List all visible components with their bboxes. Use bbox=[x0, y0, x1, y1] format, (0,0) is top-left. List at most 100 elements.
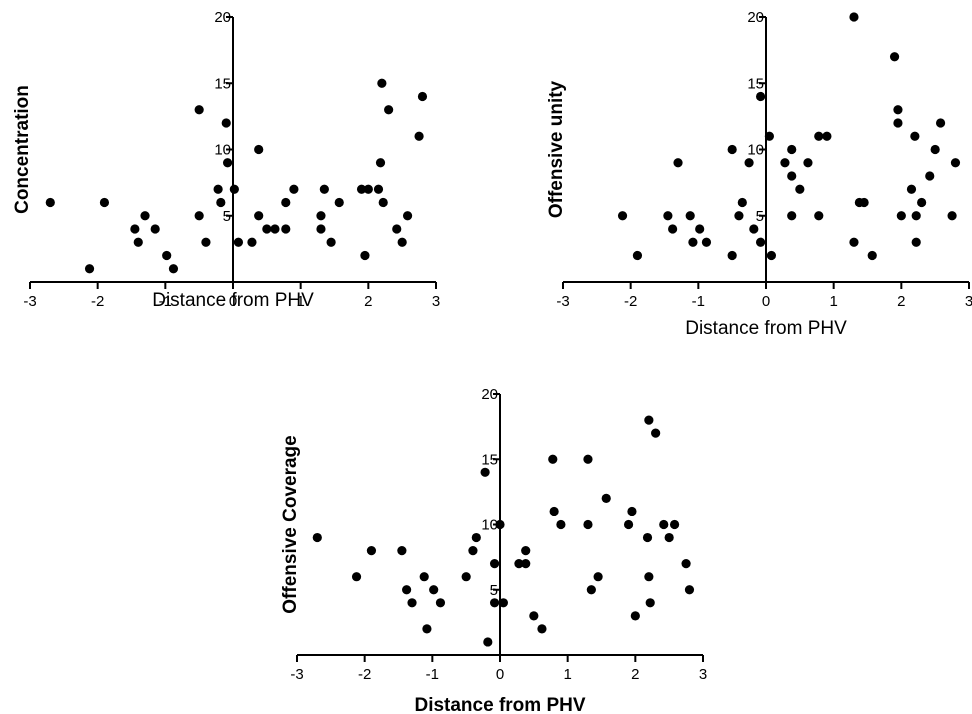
data-point bbox=[289, 184, 299, 194]
data-point bbox=[822, 131, 832, 141]
data-point bbox=[498, 598, 508, 608]
x-axis-label: Distance from PHV bbox=[685, 318, 847, 339]
data-point bbox=[373, 184, 384, 194]
data-point bbox=[669, 519, 680, 530]
x-tick-label: -2 bbox=[358, 666, 371, 683]
x-axis-label: Distance from PHV bbox=[152, 290, 314, 311]
data-point bbox=[414, 131, 424, 141]
data-point bbox=[402, 211, 413, 221]
data-point bbox=[281, 197, 291, 208]
data-point bbox=[911, 237, 921, 247]
y-axis-label: Concentration bbox=[12, 85, 33, 214]
data-point bbox=[168, 264, 179, 274]
data-point bbox=[867, 250, 877, 261]
data-point bbox=[893, 105, 903, 115]
x-tick-label: 3 bbox=[699, 666, 707, 683]
data-point bbox=[925, 171, 935, 181]
x-tick-label: -1 bbox=[159, 293, 172, 310]
data-point bbox=[201, 237, 211, 247]
data-point bbox=[99, 197, 110, 208]
data-point bbox=[351, 572, 362, 582]
data-point bbox=[814, 211, 824, 221]
x-tick-label: 2 bbox=[631, 666, 639, 683]
data-point bbox=[422, 624, 432, 634]
y-tick-label: 15 bbox=[747, 75, 764, 92]
y-tick-label: 20 bbox=[481, 386, 498, 403]
data-point bbox=[417, 91, 428, 102]
data-point bbox=[849, 237, 859, 247]
x-tick-label: 1 bbox=[829, 293, 837, 310]
data-point bbox=[787, 211, 797, 221]
data-point bbox=[375, 158, 386, 168]
x-tick-label: 2 bbox=[897, 293, 905, 310]
data-point bbox=[471, 532, 481, 543]
data-point bbox=[701, 237, 712, 247]
data-point bbox=[681, 559, 691, 569]
data-point bbox=[468, 546, 478, 556]
data-point bbox=[281, 224, 291, 234]
data-point bbox=[632, 250, 643, 261]
data-point bbox=[221, 118, 231, 128]
data-point bbox=[803, 158, 813, 168]
data-point bbox=[334, 197, 344, 208]
data-point bbox=[312, 532, 322, 543]
data-point bbox=[893, 118, 903, 128]
data-point bbox=[764, 131, 774, 141]
data-point bbox=[642, 532, 653, 543]
data-point bbox=[130, 224, 140, 234]
data-point bbox=[889, 52, 900, 62]
data-point bbox=[162, 250, 172, 261]
data-point bbox=[644, 415, 654, 425]
x-tick-label: -3 bbox=[23, 293, 36, 310]
data-point bbox=[521, 546, 531, 556]
data-point bbox=[133, 237, 143, 247]
data-point bbox=[377, 78, 387, 88]
x-tick-label: -3 bbox=[556, 293, 569, 310]
data-point bbox=[247, 237, 257, 247]
data-point bbox=[583, 454, 593, 464]
data-point bbox=[435, 598, 446, 608]
x-tick-label: 1 bbox=[563, 666, 571, 683]
data-point bbox=[316, 211, 326, 221]
data-point bbox=[233, 237, 244, 247]
x-tick-label: 3 bbox=[965, 293, 972, 310]
data-point bbox=[688, 237, 698, 247]
data-point bbox=[270, 224, 280, 234]
y-tick-label: 10 bbox=[747, 142, 764, 159]
data-point bbox=[429, 585, 439, 595]
data-point bbox=[917, 197, 927, 208]
y-axis-label: Offensive Coverage bbox=[280, 435, 301, 613]
data-point bbox=[744, 158, 754, 168]
offensive-unity-scatter-panel: -3 -2 -1 0 1 2 3 5 10 15 20 Distance from PHV Offens… bbox=[546, 9, 972, 339]
data-point bbox=[859, 197, 869, 208]
concentration-scatter-panel: -3 -2 -1 0 1 2 3 5 10 15 20 Distance from PHV Concen… bbox=[12, 9, 440, 311]
data-point bbox=[397, 546, 407, 556]
data-point bbox=[795, 184, 805, 194]
data-point bbox=[685, 211, 695, 221]
data-point bbox=[514, 559, 524, 569]
data-point bbox=[319, 184, 329, 194]
data-point bbox=[529, 611, 539, 621]
data-point bbox=[480, 467, 490, 477]
data-point bbox=[601, 493, 611, 503]
data-point bbox=[495, 519, 505, 530]
data-point bbox=[737, 197, 747, 208]
data-point bbox=[483, 637, 493, 647]
x-axis-label: Distance from PHV bbox=[414, 695, 585, 714]
data-point bbox=[549, 506, 559, 517]
data-point bbox=[392, 224, 402, 234]
data-point bbox=[216, 197, 226, 208]
x-tick-label: 3 bbox=[432, 293, 440, 310]
data-point bbox=[935, 118, 946, 128]
data-point bbox=[896, 211, 906, 221]
x-tick-label: 1 bbox=[296, 293, 304, 310]
y-axis-label: Offensive unity bbox=[546, 80, 567, 218]
y-tick-label: 10 bbox=[214, 142, 231, 159]
x-tick-label: 0 bbox=[762, 293, 770, 310]
data-point bbox=[910, 131, 920, 141]
data-point bbox=[749, 224, 759, 234]
data-point bbox=[402, 585, 412, 595]
data-point bbox=[194, 105, 204, 115]
data-point bbox=[814, 131, 824, 141]
